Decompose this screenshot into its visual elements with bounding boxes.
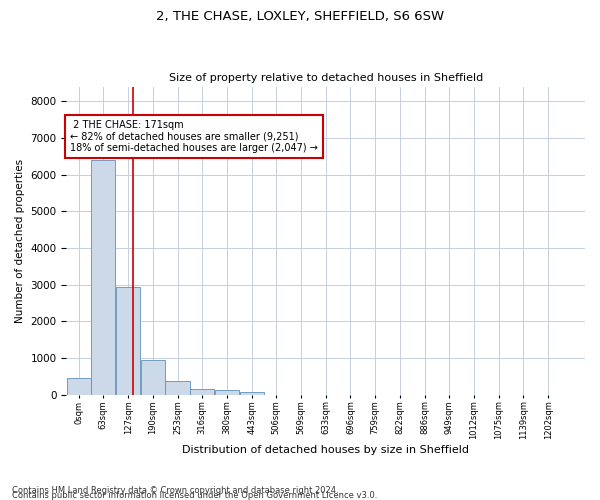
Text: 2 THE CHASE: 171sqm 
← 82% of detached houses are smaller (9,251)
18% of semi-de: 2 THE CHASE: 171sqm ← 82% of detached ho… bbox=[70, 120, 318, 153]
Text: Contains public sector information licensed under the Open Government Licence v3: Contains public sector information licen… bbox=[12, 491, 377, 500]
Bar bbox=[215, 390, 239, 395]
Y-axis label: Number of detached properties: Number of detached properties bbox=[15, 158, 25, 323]
Bar bbox=[67, 378, 91, 395]
Bar bbox=[190, 389, 214, 395]
Bar bbox=[166, 381, 190, 395]
Bar bbox=[91, 160, 115, 395]
Bar bbox=[141, 360, 165, 395]
Text: 2, THE CHASE, LOXLEY, SHEFFIELD, S6 6SW: 2, THE CHASE, LOXLEY, SHEFFIELD, S6 6SW bbox=[156, 10, 444, 23]
Bar bbox=[239, 392, 264, 395]
Title: Size of property relative to detached houses in Sheffield: Size of property relative to detached ho… bbox=[169, 73, 483, 83]
Bar bbox=[116, 286, 140, 395]
Text: Contains HM Land Registry data © Crown copyright and database right 2024.: Contains HM Land Registry data © Crown c… bbox=[12, 486, 338, 495]
X-axis label: Distribution of detached houses by size in Sheffield: Distribution of detached houses by size … bbox=[182, 445, 469, 455]
